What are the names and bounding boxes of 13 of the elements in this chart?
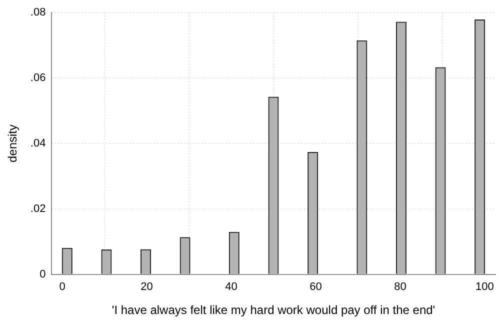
x-tick-label: 80 [394,281,406,294]
y-tick-label: .08 [30,6,46,19]
x-tick-label: 60 [310,281,322,294]
y-tick-label: 0 [40,268,46,280]
y-axis-title: density [6,124,20,163]
x-axis-title: 'I have always felt like my hard work would pay off in the end' [112,303,436,318]
y-tick-label: .04 [30,138,46,150]
x-tick-label: 0 [59,281,66,294]
x-tick-label: 40 [225,281,238,294]
x-tick-label: 100 [476,281,494,294]
x-tick-label: 20 [140,281,153,294]
y-tick-label: .06 [30,72,46,84]
y-tick-label: .02 [30,202,46,215]
